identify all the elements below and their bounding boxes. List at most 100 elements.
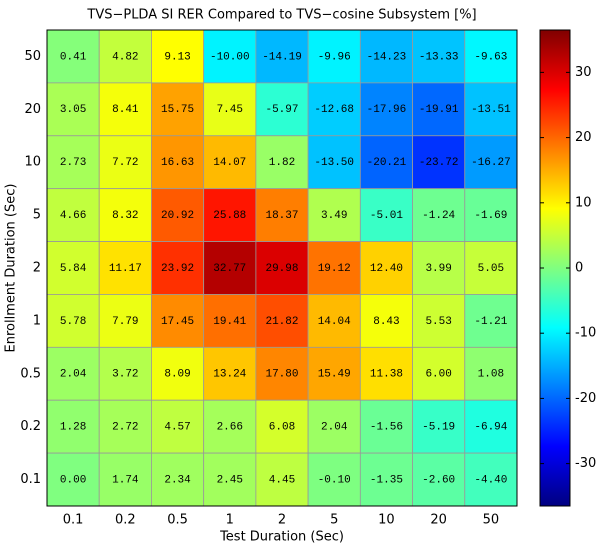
cell-label: 12.40 (370, 263, 403, 275)
cell-label: 1.74 (112, 474, 139, 486)
heatmap-cell (46, 452, 100, 507)
cell-label: 5.78 (60, 316, 86, 328)
cell-label: 23.92 (161, 263, 194, 275)
colorbar-tick-label: 10 (575, 195, 592, 210)
heatmap-cell (98, 294, 152, 348)
x-tick-label: 0.1 (63, 513, 84, 528)
heatmap-cell (151, 82, 205, 137)
cell-label: -20.21 (367, 157, 407, 169)
heatmap-cell (98, 135, 152, 190)
heatmap-cell (307, 241, 361, 295)
heatmap-cell (203, 188, 257, 242)
cell-label: 7.79 (112, 316, 138, 328)
heatmap-cell (307, 29, 361, 84)
cell-label: 7.45 (217, 104, 243, 116)
cell-label: -2.60 (422, 474, 455, 486)
heatmap-cell (307, 294, 361, 348)
cell-label: 2.04 (321, 422, 348, 434)
heatmap-cell (255, 346, 309, 401)
cell-label: 19.41 (213, 316, 246, 328)
heatmap-cell (464, 135, 518, 190)
cell-label: 11.17 (109, 263, 142, 275)
heatmap-cell (464, 82, 518, 137)
heatmap-cell (46, 82, 100, 137)
colorbar-tick-label: 20 (575, 130, 592, 145)
cell-label: -13.51 (471, 104, 511, 116)
heatmap-cell (255, 452, 309, 507)
heatmap-cell (307, 399, 361, 454)
cell-label: 19.12 (318, 263, 351, 275)
heatmap-cell (359, 82, 413, 137)
cell-label: 17.45 (161, 316, 194, 328)
y-tick-label: 20 (24, 102, 41, 117)
cell-label: -13.33 (419, 51, 459, 63)
heatmap-cell (412, 29, 466, 84)
cell-label: 9.13 (164, 51, 190, 63)
x-axis-label: Test Duration (Sec) (219, 530, 344, 545)
cell-label: 0.00 (60, 474, 86, 486)
heatmap-cell (464, 188, 518, 242)
cell-label: -23.72 (419, 157, 459, 169)
heatmap-cell (203, 135, 257, 190)
cell-label: 8.32 (112, 210, 138, 222)
cell-label: 32.77 (213, 263, 246, 275)
heatmap-cell (255, 294, 309, 348)
heatmap-cell (255, 135, 309, 190)
cell-label: 6.00 (425, 369, 451, 381)
heatmap-cell (359, 346, 413, 401)
heatmap-cell (151, 241, 205, 295)
heatmap-cell (46, 188, 100, 242)
x-tick-label: 0.2 (115, 513, 136, 528)
cell-label: 16.63 (161, 157, 194, 169)
cell-label: 5.05 (478, 263, 504, 275)
cell-label: 6.08 (269, 422, 295, 434)
heatmap-cell (255, 82, 309, 137)
cell-label: 8.43 (373, 316, 399, 328)
cell-label: 2.45 (217, 474, 243, 486)
cell-label: 3.72 (112, 369, 138, 381)
heatmap-cell (359, 452, 413, 507)
heatmap-cell (203, 241, 257, 295)
cell-label: 4.82 (112, 51, 138, 63)
colorbar-tick-label: -20 (575, 391, 596, 406)
heatmap-cell (412, 294, 466, 348)
heatmap-cell (359, 241, 413, 295)
cell-label: 2.72 (112, 422, 138, 434)
y-tick-label: 5 (33, 208, 41, 223)
heatmap-cell (151, 294, 205, 348)
cell-label: 3.49 (321, 210, 347, 222)
y-tick-label: 0.5 (20, 366, 41, 381)
cell-label: 2.73 (60, 157, 86, 169)
y-axis-label: Enrollment Duration (Sec) (4, 184, 19, 353)
heatmap-cell (151, 135, 205, 190)
y-tick-label: 50 (24, 49, 41, 64)
cell-label: 2.34 (164, 474, 191, 486)
cell-label: 25.88 (213, 210, 246, 222)
cell-label: -4.40 (474, 474, 507, 486)
colorbar (539, 29, 571, 507)
cell-label: 2.66 (217, 422, 243, 434)
cell-label: -10.00 (210, 51, 250, 63)
cell-label: 3.99 (425, 263, 451, 275)
heatmap-cell (151, 452, 205, 507)
cell-label: -5.19 (422, 422, 455, 434)
heatmap-cell (307, 452, 361, 507)
cell-label: 14.04 (318, 316, 351, 328)
cell-label: -12.68 (314, 104, 354, 116)
heatmap-cell (46, 241, 100, 295)
cell-label: 18.37 (265, 210, 298, 222)
cell-label: -16.27 (471, 157, 511, 169)
plot-frame (46, 29, 518, 507)
cell-label: -19.91 (419, 104, 459, 116)
cell-label: -14.23 (367, 51, 407, 63)
cell-label: 13.24 (213, 369, 246, 381)
cell-label: -1.69 (474, 210, 507, 222)
heatmap-cell (203, 452, 257, 507)
cell-label: 20.92 (161, 210, 194, 222)
heatmap-cell (203, 399, 257, 454)
heatmap-cell (412, 82, 466, 137)
cell-label: 5.53 (425, 316, 451, 328)
chart-title: TVS−PLDA SI RER Compared to TVS−cosine S… (86, 8, 476, 23)
heatmap-cell (98, 241, 152, 295)
heatmap-cell (464, 294, 518, 348)
